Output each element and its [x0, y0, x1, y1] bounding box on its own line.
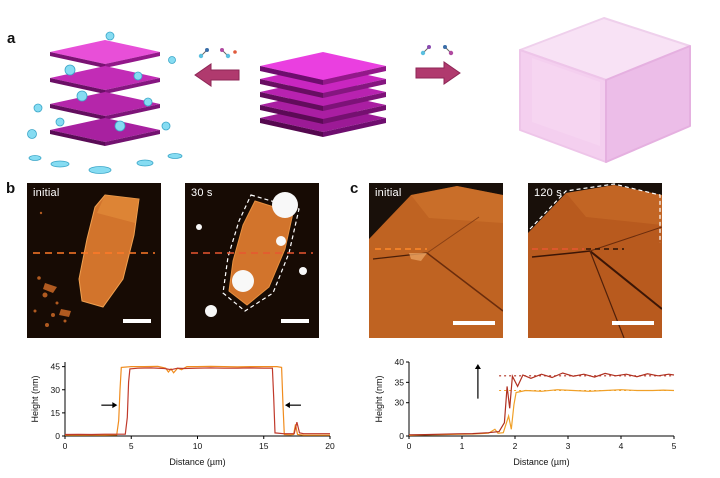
flake-outline-dashed — [529, 183, 661, 243]
svg-text:Height (nm): Height (nm) — [30, 375, 40, 422]
scale-bar — [453, 321, 495, 325]
svg-text:4: 4 — [619, 441, 624, 451]
svg-text:Distance (µm): Distance (µm) — [169, 457, 225, 467]
svg-text:15: 15 — [51, 408, 61, 418]
svg-text:Height (nm): Height (nm) — [374, 375, 384, 422]
svg-text:10: 10 — [193, 441, 203, 451]
debris-particles — [33, 211, 71, 327]
molecule-icon — [420, 45, 454, 56]
schematic-layered-stack — [260, 52, 386, 137]
panel-b-label: b — [6, 180, 16, 197]
afm-time-label: initial — [33, 187, 60, 199]
afm-c-120s-graphic — [528, 183, 662, 338]
afm-c-initial-graphic — [369, 183, 503, 338]
afm-image-b-30s: 30 s — [185, 183, 319, 338]
svg-text:45: 45 — [51, 362, 61, 372]
scale-bar — [123, 319, 151, 323]
height-profile-chart-c: 0 1 2 3 4 5 0 30 35 40 Distance (µm) Height (nm) — [374, 357, 677, 467]
svg-text:15: 15 — [259, 441, 269, 451]
solvent-droplets — [27, 31, 183, 174]
svg-text:30: 30 — [51, 385, 61, 395]
flake-shape — [78, 194, 140, 308]
svg-text:3: 3 — [566, 441, 571, 451]
panel-a-label: a — [7, 30, 16, 47]
svg-text:0: 0 — [399, 431, 404, 441]
svg-text:40: 40 — [395, 357, 405, 367]
scale-bar — [281, 319, 309, 323]
intercalant-molecule-icon — [198, 48, 237, 59]
afm-time-label: initial — [375, 187, 402, 199]
layer-stack-exploded — [50, 40, 160, 146]
afm-time-label: 120 s — [534, 187, 562, 199]
svg-text:2: 2 — [513, 441, 518, 451]
svg-text:5: 5 — [672, 441, 677, 451]
arrow-left-process — [194, 63, 240, 87]
panel-c-label: c — [350, 180, 359, 197]
afm-image-c-initial: initial — [369, 183, 503, 338]
afm-image-b-initial: initial — [27, 183, 161, 338]
svg-text:30: 30 — [395, 398, 405, 408]
flake-shape — [528, 185, 662, 338]
afm-b-30s-graphic — [185, 183, 319, 338]
height-profile-chart-b: 0 5 10 15 20 0 15 30 45 Distance (µm) Height (nm) — [30, 362, 335, 467]
schematic-exfoliated-stack — [27, 31, 183, 174]
svg-text:1: 1 — [460, 441, 465, 451]
crack-line — [531, 250, 591, 258]
bubbles — [196, 192, 307, 317]
scale-bar — [612, 321, 654, 325]
fold-line — [589, 250, 662, 310]
svg-text:0: 0 — [63, 441, 68, 451]
svg-text:20: 20 — [325, 441, 335, 451]
afm-b-initial-graphic — [27, 183, 161, 338]
schematic-bulk-crystal — [519, 17, 691, 163]
svg-text:0: 0 — [407, 441, 412, 451]
afm-image-c-120s: 120 s — [528, 183, 662, 338]
svg-text:35: 35 — [395, 377, 405, 387]
svg-text:Distance (µm): Distance (µm) — [513, 457, 569, 467]
svg-text:5: 5 — [129, 441, 134, 451]
svg-text:0: 0 — [55, 431, 60, 441]
fold-line — [426, 252, 503, 312]
arrow-right-process — [415, 61, 461, 85]
afm-time-label: 30 s — [191, 187, 213, 199]
flake-outline-dashed — [222, 194, 300, 312]
